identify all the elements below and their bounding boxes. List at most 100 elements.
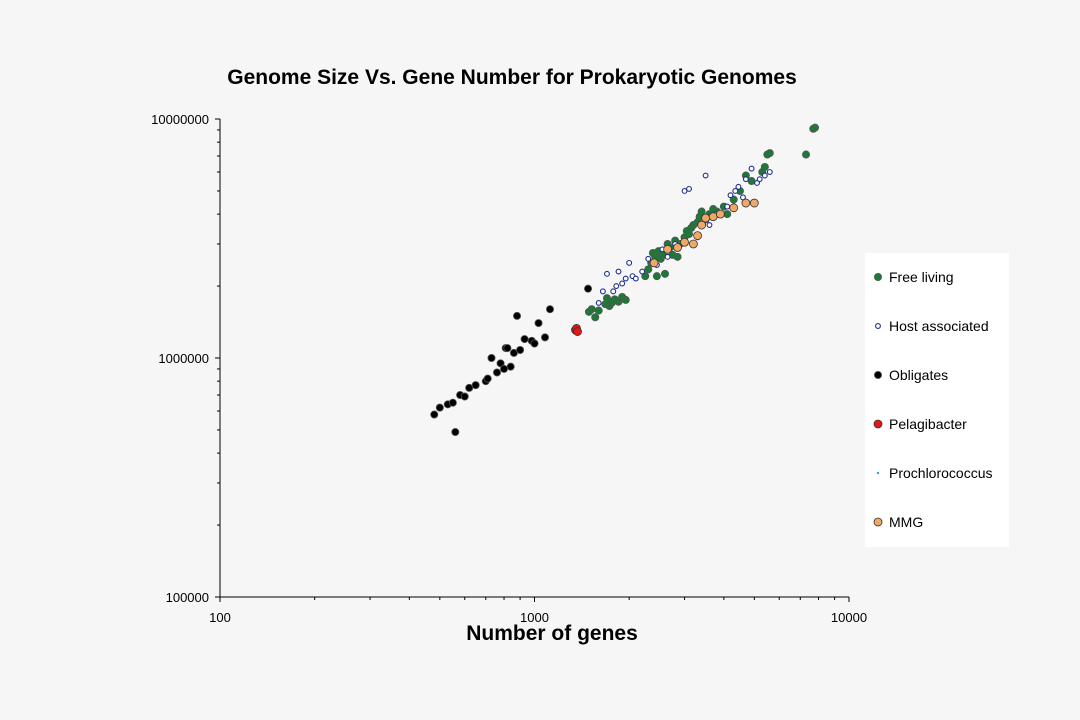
host-associated-point: [732, 187, 739, 194]
host-associated-point: [604, 270, 610, 277]
mmg-point: [715, 209, 725, 219]
legend-marker-shape: [874, 273, 882, 281]
host-associated-point: [619, 280, 626, 287]
host-associated-point: [610, 288, 617, 295]
legend-item-pelagibacter: Pelagibacter: [873, 414, 967, 434]
host-associated-point: [615, 268, 622, 275]
legend-item-obligates: Obligates: [873, 365, 948, 385]
legend-marker: [876, 471, 880, 475]
host-associated-point: [686, 185, 692, 192]
legend-label: Pelagibacter: [889, 416, 967, 432]
mmg-point: [697, 220, 707, 230]
host-associated-point: [754, 180, 760, 186]
free-living-point: [763, 150, 772, 159]
host-associated-point: [664, 253, 671, 260]
legend-marker-shape: [873, 517, 883, 527]
obligates-point: [448, 398, 457, 407]
legend: Free living Host associated Obligates Pelag…: [865, 253, 1009, 547]
legend-item-prochlorococcus: Prochlorococcus: [873, 463, 993, 483]
legend-marker: [874, 273, 882, 281]
free-living-point: [652, 272, 661, 281]
host-associated-point: [727, 192, 734, 199]
y-tick-label: 10000000: [151, 112, 209, 127]
legend-label: Prochlorococcus: [889, 465, 993, 481]
mmg-point: [693, 231, 702, 241]
legend-label: MMG: [889, 514, 924, 530]
chart-title: Genome Size Vs. Gene Number for Prokaryo…: [227, 66, 797, 89]
legend-item-mmg: MMG: [873, 512, 923, 532]
free-living-point: [594, 306, 603, 315]
host-associated-point: [748, 165, 755, 172]
mmg-point: [729, 203, 739, 213]
free-living-point: [802, 150, 811, 159]
obligates-point: [516, 346, 525, 355]
mmg-point: [649, 258, 659, 268]
host-associated-point: [645, 255, 652, 262]
host-associated-point: [702, 172, 709, 179]
obligates-point: [483, 374, 492, 383]
host-associated-point: [613, 283, 620, 290]
host-associated-point: [626, 259, 633, 266]
obligates-point: [471, 381, 480, 390]
legend-marker-shape: [874, 371, 882, 379]
obligates-point: [451, 428, 460, 437]
host-associated-point: [742, 176, 749, 183]
obligates-point: [534, 319, 543, 328]
mmg-point: [741, 198, 751, 208]
legend-marker: [873, 517, 883, 527]
free-living-point: [644, 265, 653, 274]
free-living-point: [591, 313, 600, 322]
obligates-point: [430, 410, 439, 419]
host-associated-point: [639, 268, 646, 275]
obligates-point: [520, 335, 529, 344]
x-tick-label: 100: [209, 610, 231, 625]
free-living-point: [602, 294, 611, 303]
legend-item-host-associated: Host associated: [873, 316, 989, 336]
legend-marker-shape: [875, 323, 881, 329]
y-tick-label: 100000: [166, 590, 209, 605]
host-associated-point: [724, 203, 731, 210]
free-living-point: [729, 195, 738, 204]
obligates-point: [541, 333, 550, 342]
legend-marker: [873, 419, 883, 429]
host-associated-point: [622, 275, 629, 282]
x-axis-label: Number of genes: [466, 622, 638, 645]
x-tick-label: 1000: [520, 610, 549, 625]
host-associated-point: [706, 222, 713, 228]
obligates-point: [545, 305, 554, 314]
host-associated-point: [599, 288, 606, 295]
mmg-point: [680, 237, 689, 247]
obligates-point: [500, 364, 509, 373]
legend-marker-shape: [876, 471, 880, 475]
mmg-point: [749, 198, 759, 208]
host-associated-point: [766, 169, 773, 175]
x-tick-label: 10000: [831, 610, 867, 625]
obligates-point: [530, 339, 539, 348]
legend-label: Obligates: [889, 367, 949, 383]
free-living-point: [697, 207, 706, 216]
legend-marker: [874, 371, 882, 379]
axis-ticks: 100 1000 10000 10000000 1000000 100000: [151, 112, 867, 625]
legend-marker-shape: [873, 419, 883, 429]
legend-label: Host associated: [889, 318, 989, 334]
legend-item-free-living: Free living: [873, 267, 954, 287]
pelagibacter-point: [573, 327, 582, 336]
free-living-point: [661, 269, 670, 278]
obligates-point: [487, 353, 496, 362]
data-points: [430, 123, 820, 437]
host-associated-point: [632, 275, 639, 282]
obligates-point: [584, 284, 593, 293]
obligates-point: [493, 368, 502, 377]
obligates-point: [496, 359, 505, 368]
host-associated-point: [761, 172, 768, 179]
host-associated-point: [756, 176, 763, 183]
obligates-point: [513, 311, 522, 320]
mmg-point: [701, 213, 711, 223]
legend-label: Free living: [889, 269, 954, 285]
host-associated-point: [735, 183, 742, 190]
obligates-point: [503, 344, 512, 353]
legend-marker: [875, 323, 881, 329]
free-living-point: [811, 123, 820, 132]
free-living-point: [641, 272, 650, 281]
